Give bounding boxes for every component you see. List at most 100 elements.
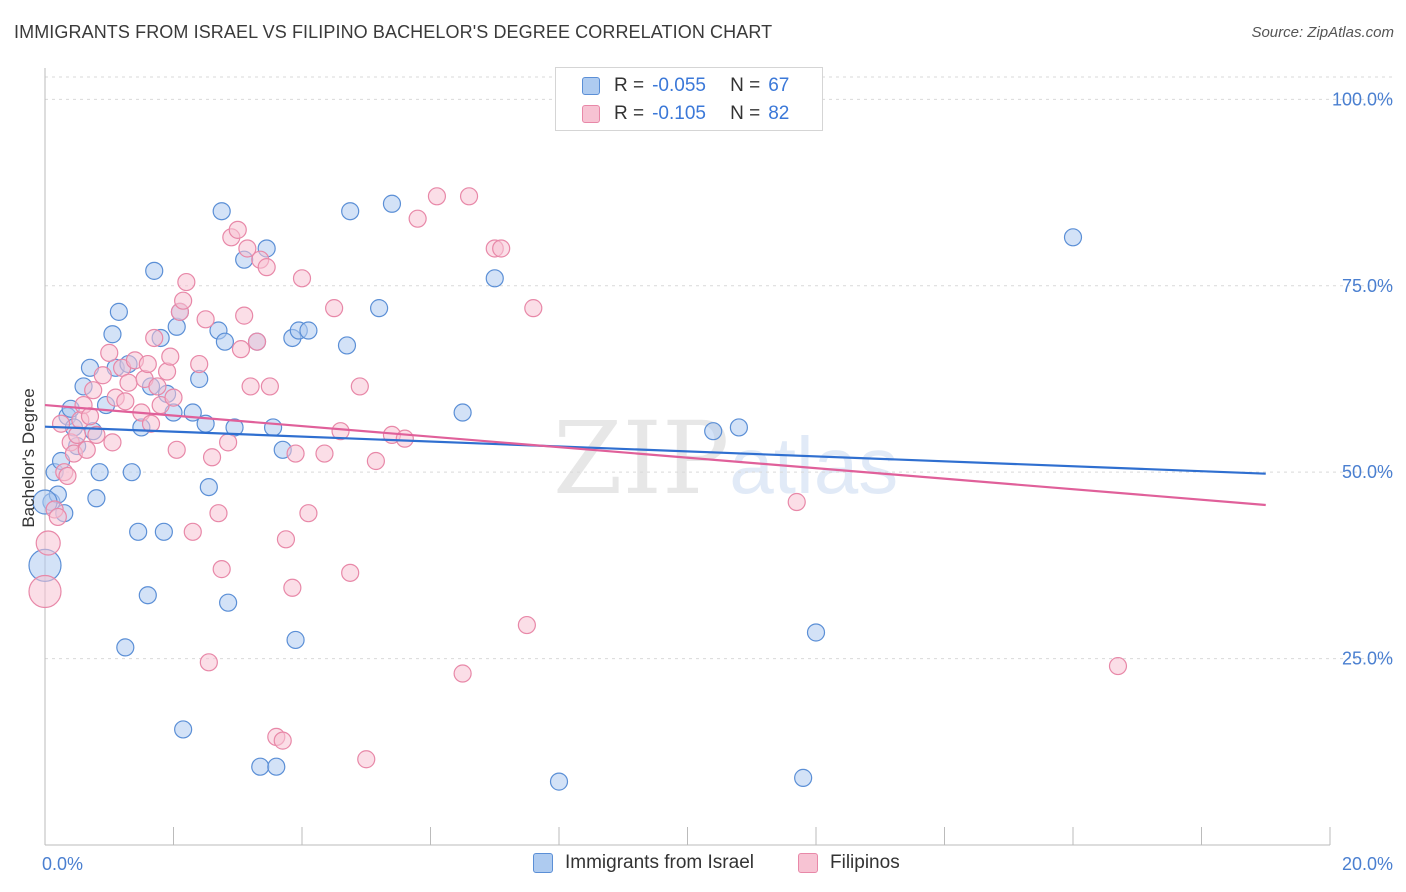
x-tick-label: 20.0%	[1342, 854, 1393, 874]
filipino-point	[299, 504, 318, 523]
filipino-point	[357, 750, 376, 769]
y-tick-label: 100.0%	[1332, 89, 1393, 109]
israel-point	[103, 325, 122, 344]
israel-point	[167, 317, 186, 336]
legend-label: Filipinos	[830, 852, 900, 873]
r-value: -0.105	[652, 103, 706, 124]
filipino-point	[209, 504, 228, 523]
filipino-point	[177, 272, 196, 292]
israel-point	[370, 299, 389, 318]
israel-point	[215, 332, 234, 351]
r-label: R =	[614, 103, 645, 124]
israel-point	[174, 720, 193, 739]
israel-point	[729, 418, 749, 437]
source-label: Source: ZipAtlas.com	[1251, 24, 1394, 41]
y-tick-label: 75.0%	[1342, 276, 1393, 296]
filipino-point	[28, 574, 62, 609]
israel-point	[267, 757, 286, 776]
filipino-point	[87, 425, 106, 445]
filipino-point	[341, 563, 360, 582]
grid	[45, 76, 1392, 660]
series-legend: Immigrants from Israel Filipinos	[0, 852, 1406, 878]
israel-point	[263, 418, 283, 437]
israel-point	[145, 261, 164, 280]
filipino-point	[161, 347, 180, 366]
data-points	[28, 187, 1128, 791]
israel-point	[251, 757, 270, 776]
filipino-point	[276, 530, 296, 549]
israel-point	[794, 768, 813, 787]
filipino-point	[787, 492, 806, 512]
filipino-point	[231, 340, 251, 359]
filipino-point	[283, 578, 302, 597]
israel-point	[129, 522, 148, 541]
legend-item-israel[interactable]: Immigrants from Israel	[533, 852, 754, 874]
israel-point	[299, 321, 318, 340]
filipino-point	[273, 731, 292, 750]
filipino-point	[325, 299, 344, 318]
filipino-point	[100, 343, 119, 362]
filipino-point	[459, 187, 479, 206]
filipino-point	[58, 466, 77, 486]
filipino-point	[427, 187, 447, 206]
filipino-point	[145, 328, 164, 348]
trend-line-filipinos	[44, 403, 1266, 507]
filipino-point	[93, 366, 112, 385]
filipino-point	[517, 615, 536, 635]
filipino-point	[238, 239, 257, 258]
israel-point	[337, 336, 357, 355]
filipino-point	[219, 433, 238, 452]
trend-line-israel	[44, 425, 1266, 475]
watermark: ZIPatlas	[553, 400, 899, 517]
legend-swatch-pink	[798, 853, 818, 873]
israel-point	[219, 593, 238, 612]
filipino-point	[453, 664, 472, 683]
legend-swatch-blue	[582, 77, 600, 95]
israel-point	[341, 202, 360, 221]
filipino-point	[138, 354, 157, 374]
filipino-point	[286, 444, 305, 463]
filipino-point	[292, 269, 312, 288]
filipino-point	[48, 507, 67, 527]
legend-label: Immigrants from Israel	[565, 852, 754, 873]
filipino-point	[1108, 656, 1128, 676]
israel-point	[116, 638, 135, 657]
filipino-point	[235, 306, 254, 325]
filipino-point	[164, 388, 183, 407]
filipino-point	[315, 444, 334, 463]
filipino-point	[247, 332, 267, 351]
israel-point	[109, 302, 128, 321]
filipino-point	[408, 209, 427, 228]
filipino-point	[157, 362, 177, 381]
israel-point	[286, 630, 305, 650]
r-label: R =	[614, 75, 645, 96]
legend-swatch-pink	[582, 105, 600, 123]
filipino-point	[84, 381, 103, 400]
israel-point	[90, 463, 109, 482]
filipino-point	[524, 299, 543, 318]
israel-point	[704, 422, 723, 441]
chart-title: IMMIGRANTS FROM ISRAEL VS FILIPINO BACHE…	[14, 22, 773, 42]
legend-row-israel: R = -0.055 N = 67	[582, 74, 789, 98]
filipino-point	[257, 258, 276, 277]
filipino-point	[202, 448, 222, 467]
israel-point	[382, 194, 402, 213]
israel-point	[122, 463, 141, 482]
filipino-point	[212, 560, 231, 579]
filipino-point	[103, 433, 122, 452]
israel-point	[87, 489, 106, 508]
filipino-point	[199, 653, 218, 672]
israel-point	[806, 623, 826, 642]
n-value: 67	[768, 75, 790, 96]
y-axis-title: Bachelor's Degree	[19, 388, 38, 527]
legend-item-filipinos[interactable]: Filipinos	[798, 852, 900, 874]
filipino-point	[174, 291, 193, 310]
trend-lines	[44, 403, 1266, 507]
filipino-point	[183, 522, 202, 541]
filipino-point	[395, 429, 414, 448]
filipino-point	[260, 377, 279, 396]
x-tick-label: 0.0%	[42, 854, 83, 874]
filipino-point	[196, 310, 215, 329]
israel-point	[485, 269, 504, 288]
